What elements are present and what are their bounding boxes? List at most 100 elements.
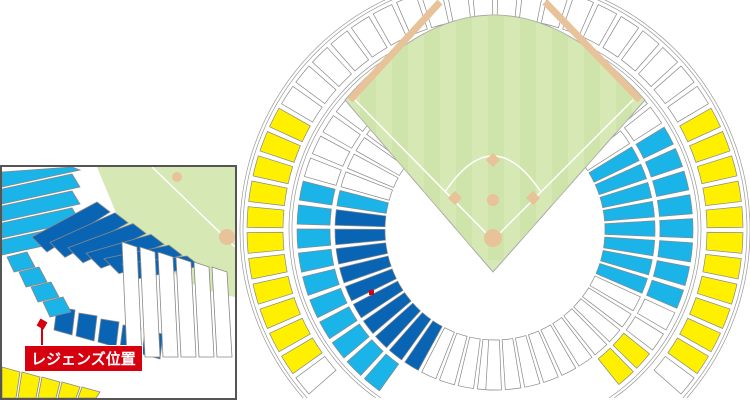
seat-section-yellow[interactable] [689,297,731,329]
seat-section[interactable] [657,240,693,263]
seat-section[interactable] [302,268,340,296]
inset-section-light-blue[interactable] [2,167,82,188]
seat-section[interactable] [612,332,651,369]
seat-section[interactable] [667,85,709,123]
seat-section[interactable] [339,255,392,284]
seat-section[interactable] [597,347,634,386]
seat-section[interactable] [362,292,412,334]
seat-section[interactable] [635,126,674,159]
seat-section-yellow[interactable] [705,206,744,229]
seat-section[interactable] [620,30,660,72]
seat-section[interactable] [600,250,653,276]
inset-section[interactable] [211,266,233,358]
seat-section-yellow[interactable] [705,231,744,254]
seat-section[interactable] [331,323,370,359]
seat-section[interactable] [638,46,679,87]
seat-section[interactable] [334,228,386,246]
seat-section[interactable] [363,353,400,392]
seat-section[interactable] [563,308,608,356]
seat-section-yellow[interactable] [689,131,731,163]
seat-section[interactable] [625,316,664,351]
inset-section-light-blue[interactable] [2,173,81,205]
inset-section-light-blue[interactable] [30,281,60,303]
inset-section-light-blue[interactable] [18,266,48,288]
seat-section[interactable] [652,260,690,287]
seat-section-yellow[interactable] [259,131,301,163]
inset-section[interactable] [175,256,197,358]
inset-section-light-blue[interactable] [2,190,81,222]
seat-section[interactable] [330,30,370,72]
seat-section[interactable] [594,163,647,196]
seat-section-yellow[interactable] [702,180,742,207]
seat-section-yellow[interactable] [246,206,285,229]
seat-section-yellow[interactable] [252,155,294,185]
inset-section-light-blue[interactable] [6,251,36,273]
seat-section[interactable] [281,85,323,123]
inset-section-dark-blue[interactable] [31,201,111,253]
seat-section[interactable] [421,0,450,29]
seat-section[interactable] [296,228,332,249]
seat-section-yellow[interactable] [259,297,301,329]
seat-section[interactable] [295,355,337,395]
inset-section-yellow[interactable] [57,381,81,398]
inset-section-yellow[interactable] [2,366,21,398]
seat-section[interactable] [336,190,389,214]
seat-section[interactable] [636,298,676,331]
seat-section-yellow[interactable] [248,253,288,280]
seat-section[interactable] [582,287,632,328]
seat-section[interactable] [604,220,656,237]
seat-section-yellow[interactable] [696,275,738,305]
seat-section[interactable] [501,338,522,391]
seat-section[interactable] [346,339,384,377]
seat-section[interactable] [404,320,443,371]
seat-section[interactable] [540,324,577,376]
seat-section[interactable] [653,355,695,395]
seat-section[interactable] [421,327,455,380]
seat-section[interactable] [439,332,468,386]
seat-section[interactable] [346,153,399,189]
seat-section[interactable] [344,268,397,302]
seat-section[interactable] [355,137,406,176]
seat-section-yellow[interactable] [679,107,721,143]
seat-section[interactable] [515,335,541,388]
inset-section[interactable] [193,261,215,358]
seat-section[interactable] [623,106,663,142]
seat-section[interactable] [295,65,337,105]
inset-section-light-blue[interactable] [42,296,72,318]
seat-section-yellow[interactable] [252,275,294,305]
seat-section[interactable] [335,242,388,265]
seat-section[interactable] [372,4,408,46]
seat-section[interactable] [602,200,655,222]
seat-section[interactable] [296,204,332,226]
seat-section[interactable] [589,275,641,312]
inset-section-dark-blue[interactable] [49,212,129,258]
seat-section-yellow[interactable] [269,317,311,353]
seat-section[interactable] [350,16,388,58]
seat-section-yellow[interactable] [667,337,709,375]
seat-section[interactable] [602,16,640,58]
seat-section[interactable] [595,263,648,294]
seat-section[interactable] [334,209,387,228]
seat-section-yellow[interactable] [281,337,323,375]
seat-section-yellow[interactable] [269,107,311,143]
seat-section[interactable] [309,287,348,319]
seat-section[interactable] [322,115,361,149]
seat-section-yellow[interactable] [696,155,738,185]
seat-section[interactable] [653,65,695,105]
seat-section[interactable] [311,46,352,87]
inset-section-yellow[interactable] [77,386,101,398]
seat-section[interactable] [656,194,693,217]
seat-section[interactable] [552,317,593,367]
seat-section[interactable] [457,336,481,389]
inset-section-dark-blue[interactable] [75,312,98,342]
seat-section[interactable] [311,135,351,167]
seat-section[interactable] [652,170,690,197]
inset-section[interactable] [139,246,161,358]
inset-section-yellow[interactable] [37,376,61,398]
seat-section[interactable] [319,306,358,340]
seat-section[interactable] [528,330,559,383]
inset-section[interactable] [157,251,179,358]
seat-section[interactable] [298,180,336,206]
seat-section-yellow[interactable] [679,317,721,353]
seat-section[interactable] [603,236,656,257]
